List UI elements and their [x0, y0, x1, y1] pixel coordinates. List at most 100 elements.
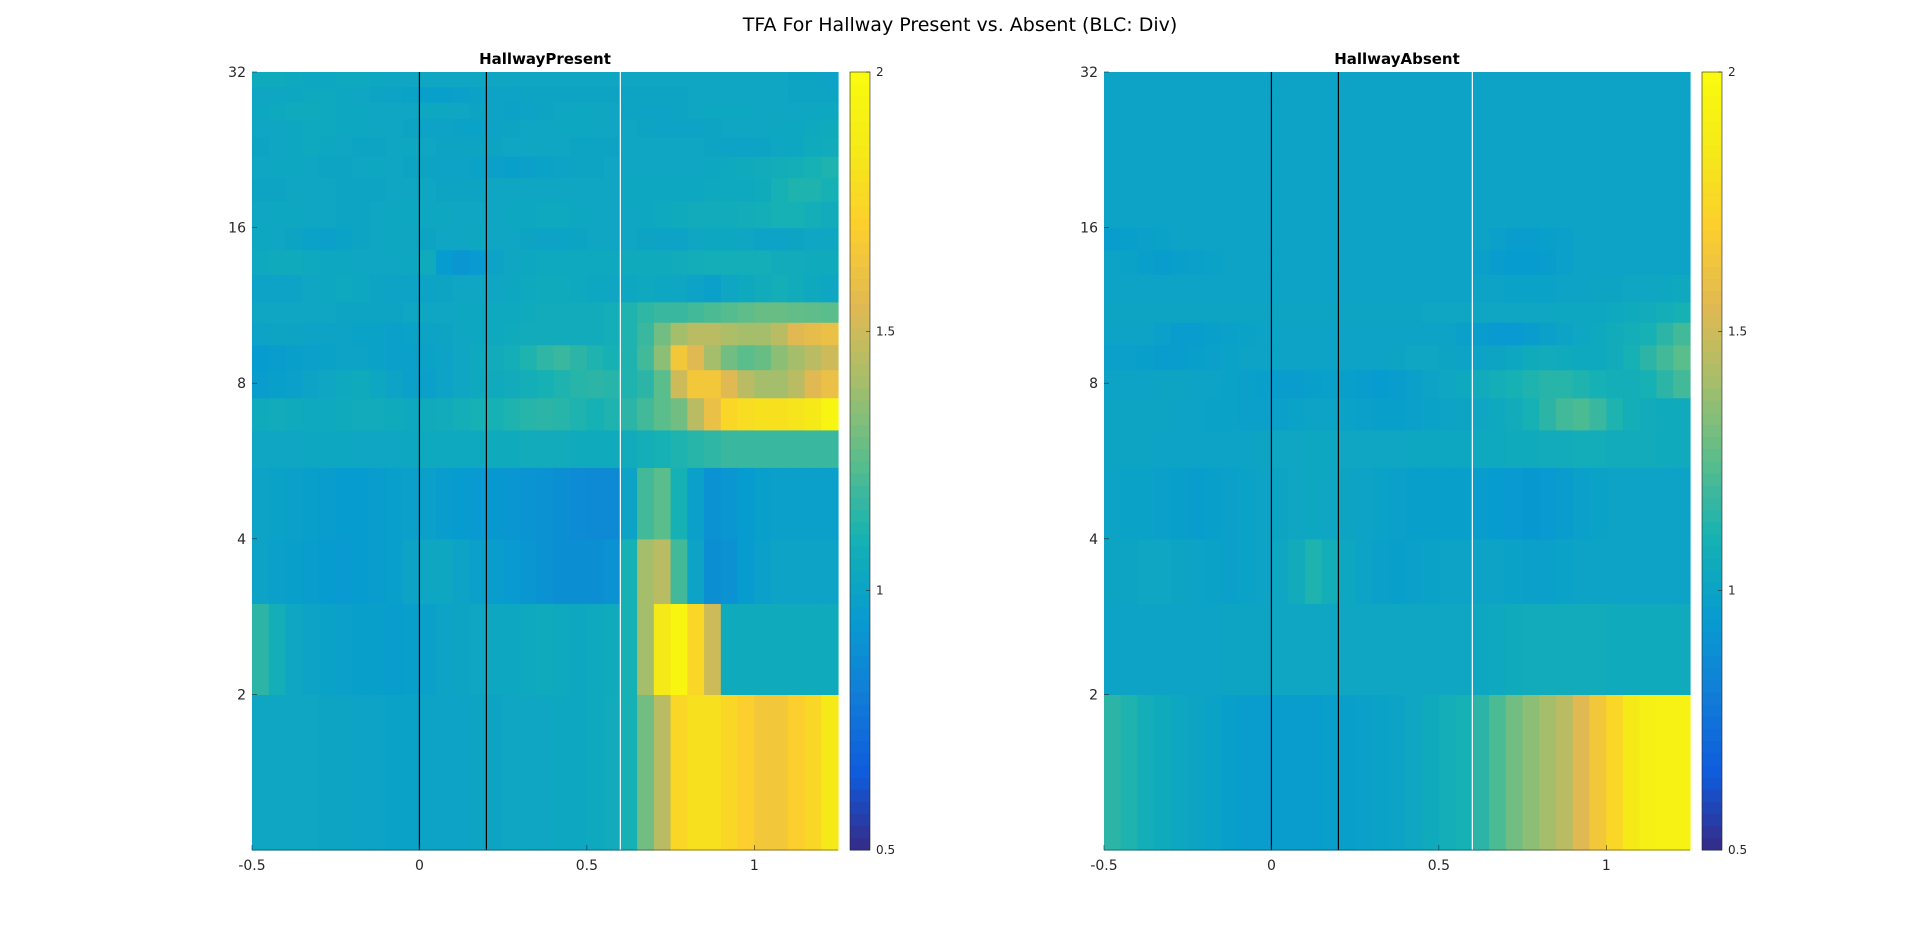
heatmap-cell — [268, 274, 287, 303]
heatmap-cell — [536, 603, 554, 695]
heatmap-cell — [754, 322, 772, 346]
heatmap-cell — [1589, 72, 1607, 88]
heatmap-cell — [737, 156, 755, 179]
heatmap-cell — [1505, 603, 1524, 695]
heatmap-cell — [1522, 72, 1540, 88]
heatmap-cell — [603, 369, 621, 399]
heatmap-cell — [1154, 101, 1172, 120]
heatmap-cell — [737, 177, 755, 202]
heatmap-cell — [385, 397, 404, 431]
heatmap-cell — [1304, 344, 1323, 371]
heatmap-cell — [1438, 274, 1457, 303]
heatmap-cell — [1539, 397, 1557, 431]
heatmap-cell — [1656, 101, 1674, 120]
heatmap-cell — [570, 227, 588, 251]
heatmap-cell — [1489, 538, 1507, 604]
heatmap-cell — [419, 201, 437, 229]
heatmap-cell — [1254, 429, 1273, 468]
heatmap-cell — [1422, 177, 1440, 202]
heatmap-cell — [302, 156, 320, 179]
heatmap-cell — [352, 274, 370, 303]
heatmap-cell — [653, 603, 672, 695]
heatmap-cell — [620, 397, 638, 431]
colorbar-segment — [1702, 242, 1722, 255]
heatmap-cell — [318, 177, 337, 202]
heatmap-cell — [1237, 467, 1256, 540]
heatmap-cell — [720, 429, 739, 468]
heatmap-cell — [402, 156, 421, 179]
heatmap-cell — [1455, 227, 1473, 251]
heatmap-cell — [1505, 72, 1524, 88]
heatmap-cell — [469, 101, 487, 120]
colorbar-segment — [1702, 169, 1722, 182]
heatmap-cell — [1472, 369, 1490, 399]
heatmap-cell — [1589, 344, 1607, 371]
heatmap-cell — [637, 86, 655, 103]
colorbar-segment — [1702, 461, 1722, 474]
heatmap-cell — [704, 397, 722, 431]
heatmap-cell — [1623, 694, 1641, 851]
heatmap-cell — [653, 467, 672, 540]
heatmap-cell — [1355, 249, 1373, 275]
heatmap-cell — [670, 694, 688, 851]
heatmap-cell — [1304, 274, 1323, 303]
heatmap-cell — [252, 136, 270, 157]
heatmap-cell — [1388, 156, 1406, 179]
heatmap-cell — [1505, 429, 1524, 468]
heatmap-cell — [1137, 301, 1155, 323]
heatmap-cell — [318, 249, 337, 275]
heatmap-cell — [553, 274, 571, 303]
heatmap-cell — [1639, 156, 1658, 179]
heatmap-cell — [335, 467, 354, 540]
heatmap-cell — [1288, 101, 1306, 120]
heatmap-cell — [1606, 227, 1624, 251]
heatmap-cell — [1455, 86, 1473, 103]
heatmap-cell — [486, 101, 504, 120]
heatmap-cell — [369, 603, 387, 695]
heatmap-cell — [1589, 118, 1607, 138]
heatmap-cell — [1288, 72, 1306, 88]
colorbar-tick-label: 2 — [1728, 65, 1736, 79]
heatmap-cell — [553, 118, 571, 138]
heatmap-cell — [1639, 227, 1658, 251]
heatmap-cell — [1405, 227, 1423, 251]
colorbar-segment — [850, 205, 870, 219]
heatmap-cell — [252, 177, 270, 202]
heatmap-cell — [1338, 101, 1356, 120]
heatmap-cell — [285, 301, 303, 323]
heatmap-cell — [419, 429, 437, 468]
heatmap-cell — [570, 301, 588, 323]
heatmap-cell — [1237, 227, 1256, 251]
heatmap-cell — [1321, 118, 1339, 138]
heatmap-cell — [402, 467, 421, 540]
heatmap-cell — [737, 397, 755, 431]
heatmap-cell — [821, 369, 839, 399]
heatmap-cell — [1673, 467, 1691, 540]
heatmap-cell — [1472, 177, 1490, 202]
heatmap-cell — [586, 101, 605, 120]
heatmap-cell — [1656, 369, 1674, 399]
heatmap-cell — [1673, 249, 1691, 275]
heatmap-cell — [352, 249, 370, 275]
heatmap-cell — [1355, 322, 1373, 346]
heatmap-cell — [268, 156, 287, 179]
heatmap-cell — [252, 101, 270, 120]
heatmap-cell — [1154, 156, 1172, 179]
heatmap-cell — [787, 72, 806, 88]
heatmap-cell — [1623, 249, 1641, 275]
heatmap-cell — [704, 694, 722, 851]
colorbar-segment — [1702, 302, 1722, 316]
heatmap-cell — [1304, 369, 1323, 399]
heatmap-cell — [1623, 429, 1641, 468]
heatmap-cell — [1405, 72, 1423, 88]
heatmap-cell — [1304, 136, 1323, 157]
heatmap-cell — [737, 467, 755, 540]
heatmap-cell — [1388, 369, 1406, 399]
heatmap-cell — [586, 118, 605, 138]
colorbar-segment — [850, 363, 870, 377]
heatmap-cell — [687, 101, 705, 120]
heatmap-cell — [720, 397, 739, 431]
heatmap-cell — [1187, 136, 1206, 157]
heatmap-cell — [1405, 101, 1423, 120]
heatmap-cell — [553, 72, 571, 88]
